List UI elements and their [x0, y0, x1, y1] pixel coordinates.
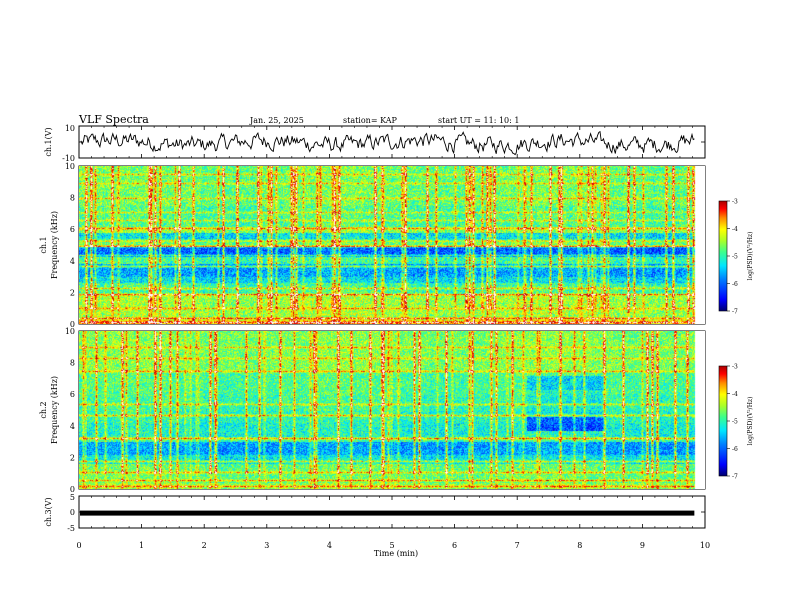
ch2-colorbar: -3 -4 -5 -6 -7 log(PSD)(V²/Hz) [718, 364, 754, 481]
colorbar-tick-label: -6 [732, 446, 738, 453]
y-tick-label: 4 [70, 257, 75, 266]
ch2-spectrogram-ylabel: Frequency (kHz) [50, 376, 59, 444]
y-tick-label: 2 [70, 453, 75, 462]
y-tick-label: 6 [70, 225, 75, 234]
ch1-waveform-frame [78, 125, 706, 159]
ch2-spectrogram-ylabel-top: ch.2 [39, 401, 48, 418]
x-tick-label: 2 [202, 541, 207, 550]
ch1-ytick-bottom: -10 [62, 154, 75, 163]
x-tick-label: 9 [640, 541, 645, 550]
colorbar-tick-label: -3 [732, 364, 738, 371]
y-tick-label: 10 [65, 327, 75, 336]
x-tick-label: 6 [452, 541, 457, 550]
colorbar-tick-label: -5 [732, 419, 738, 426]
station-label: station= KAP [343, 116, 398, 125]
y-tick-label: 8 [70, 194, 75, 203]
ch3-ytick-bottom: -5 [67, 524, 75, 533]
x-tick-label: 3 [264, 541, 269, 550]
ch1-waveform-line [80, 130, 695, 156]
start-time-label: start UT = 11: 10: 1 [438, 116, 519, 125]
colorbar-tick-label: -7 [732, 309, 738, 316]
y-tick-label: 10 [65, 162, 75, 171]
x-tick-label: 4 [327, 541, 332, 550]
figure-title: VLF Spectra [78, 113, 149, 126]
colorbar-gradient [718, 200, 728, 312]
colorbar-tick-label: -7 [732, 474, 738, 481]
ch3-ytick-top: 5 [70, 493, 75, 502]
ch1-spectrogram-image [79, 166, 705, 324]
y-tick-label: 4 [70, 422, 75, 431]
x-tick-label: 10 [700, 541, 710, 550]
colorbar-gradient [718, 365, 728, 477]
x-tick-label: 8 [577, 541, 582, 550]
colorbar-tick-label: -4 [732, 391, 738, 398]
x-tick-label: 1 [139, 541, 144, 550]
x-axis-label: Time (min) [374, 549, 418, 558]
ch1-waveform-ylabel: ch.1(V) [44, 127, 53, 156]
y-tick-label: 0 [70, 320, 75, 329]
ch2-spectrogram-image [79, 331, 705, 489]
ch1-colorbar: -3 -4 -5 -6 -7 log(PSD)(V²/Hz) [718, 199, 754, 316]
colorbar-label: log(PSD)(V²/Hz) [747, 232, 754, 281]
y-tick-label: 8 [70, 359, 75, 368]
x-tick-label: 7 [515, 541, 520, 550]
y-tick-label: 0 [70, 485, 75, 494]
x-tick-label: 5 [389, 541, 394, 550]
ch1-spectrogram-ylabel: Frequency (kHz) [50, 211, 59, 279]
ch1-ytick-top: 10 [65, 124, 75, 133]
y-tick-label: 2 [70, 288, 75, 297]
colorbar-label: log(PSD)(V²/Hz) [747, 397, 754, 446]
colorbar-tick-label: -5 [732, 254, 738, 261]
ch3-ytick-mid: 0 [70, 508, 75, 517]
x-tick-label: 0 [76, 541, 81, 550]
colorbar-tick-label: -3 [732, 199, 738, 206]
ch3-waveform-ylabel: ch.3(V) [44, 497, 53, 526]
colorbar-tick-label: -6 [732, 281, 738, 288]
date-label: Jan. 25, 2025 [249, 116, 304, 125]
ch3-waveform-line [80, 510, 695, 516]
y-tick-label: 6 [70, 390, 75, 399]
colorbar-tick-label: -4 [732, 226, 738, 233]
ch1-spectrogram-ylabel-top: ch.1 [39, 236, 48, 253]
